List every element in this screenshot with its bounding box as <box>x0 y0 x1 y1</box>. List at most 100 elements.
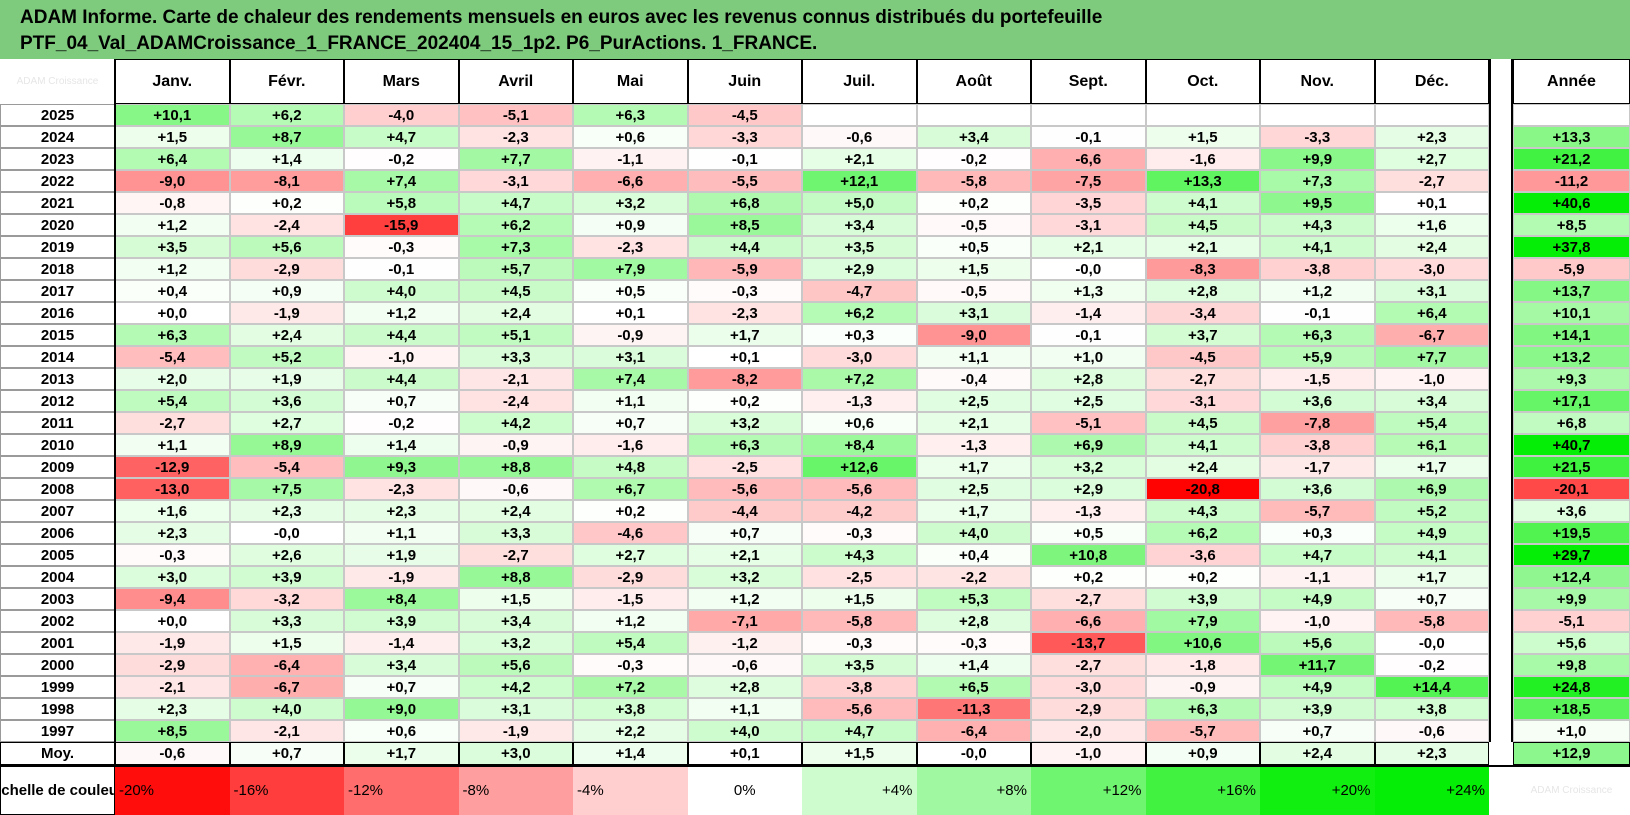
heatmap-cell: -2,9 <box>1031 698 1146 720</box>
heatmap-cell: +2,1 <box>802 148 917 170</box>
annual-cell: +21,5 <box>1513 456 1630 478</box>
heatmap-cell: +14,4 <box>1374 676 1489 698</box>
heatmap-cell: +1,7 <box>916 456 1031 478</box>
heatmap-cell: -1,2 <box>687 632 802 654</box>
row-year-label: 2018 <box>0 258 115 280</box>
annual-cell: +21,2 <box>1513 148 1630 170</box>
heatmap-cell: +1,0 <box>1031 346 1146 368</box>
heatmap-cell: +3,4 <box>344 654 459 676</box>
heatmap-cell: -1,5 <box>1260 368 1375 390</box>
average-cell: -0,6 <box>115 742 230 766</box>
heatmap-cell <box>1374 104 1489 126</box>
heatmap-cell: +5,6 <box>458 654 573 676</box>
heatmap-cell: +6,2 <box>229 104 344 126</box>
heatmap-cell: -0,1 <box>687 148 802 170</box>
heatmap-cell: +6,3 <box>1260 324 1375 346</box>
heatmap-cell: +1,2 <box>573 610 688 632</box>
color-scale-swatch: -8% <box>458 766 573 815</box>
heatmap-cell: -5,1 <box>1031 412 1146 434</box>
heatmap-cell: +0,2 <box>687 390 802 412</box>
heatmap-cell: -1,6 <box>573 434 688 456</box>
heatmap-cell: +4,5 <box>1145 214 1260 236</box>
heatmap-cell: +2,8 <box>1145 280 1260 302</box>
annual-cell: +10,1 <box>1513 302 1630 324</box>
heatmap-cell: -1,3 <box>916 434 1031 456</box>
heatmap-cell: +6,3 <box>573 104 688 126</box>
heatmap-cell: +5,6 <box>1260 632 1375 654</box>
row-year-label: 2014 <box>0 346 115 368</box>
heatmap-cell: -4,6 <box>573 522 688 544</box>
heatmap-cell: -0,3 <box>802 522 917 544</box>
heatmap-cell: -6,4 <box>229 654 344 676</box>
heatmap-cell: -9,4 <box>115 588 230 610</box>
legend-watermark: ADAM Croissance <box>1530 785 1613 796</box>
heatmap-cell: +6,9 <box>1374 478 1489 500</box>
heatmap-cell: -1,0 <box>1260 610 1375 632</box>
heatmap-cell: -0,1 <box>1031 126 1146 148</box>
average-cell: -1,0 <box>1031 742 1146 766</box>
heatmap-cell: +3,4 <box>458 610 573 632</box>
heatmap-cell: -2,7 <box>458 544 573 566</box>
heatmap-cell: -3,1 <box>458 170 573 192</box>
heatmap-cell: +0,0 <box>115 302 230 324</box>
heatmap-cell: +12,6 <box>802 456 917 478</box>
heatmap-cell: +8,8 <box>458 456 573 478</box>
heatmap-cell: -6,7 <box>1374 324 1489 346</box>
heatmap-cell: +0,2 <box>916 192 1031 214</box>
average-cell: -0,0 <box>916 742 1031 766</box>
heatmap-cell: -2,9 <box>573 566 688 588</box>
annual-cell: +40,6 <box>1513 192 1630 214</box>
heatmap-cell: +0,4 <box>916 544 1031 566</box>
heatmap-cell: +0,9 <box>229 280 344 302</box>
heatmap-cell: +3,1 <box>573 346 688 368</box>
color-scale-swatch: +12% <box>1031 766 1146 815</box>
annual-cell: +9,3 <box>1513 368 1630 390</box>
heatmap-cell: +1,5 <box>1145 126 1260 148</box>
heatmap-cell: +3,1 <box>1374 280 1489 302</box>
heatmap-cell: +7,3 <box>458 236 573 258</box>
annual-cell <box>1513 104 1630 126</box>
annual-cell: +9,9 <box>1513 588 1630 610</box>
annual-cell: -5,9 <box>1513 258 1630 280</box>
heatmap-cell: -5,4 <box>229 456 344 478</box>
heatmap-cell: -6,7 <box>229 676 344 698</box>
heatmap-cell: +1,7 <box>1374 456 1489 478</box>
heatmap-cell: +2,7 <box>229 412 344 434</box>
heatmap-cell: +1,5 <box>229 632 344 654</box>
heatmap-cell: -5,8 <box>916 170 1031 192</box>
heatmap-cell: +3,2 <box>687 566 802 588</box>
heatmap-cell: +0,7 <box>344 390 459 412</box>
heatmap-cell: -3,5 <box>1031 192 1146 214</box>
heatmap-cell: -4,5 <box>687 104 802 126</box>
separator-left-of-annual <box>1511 59 1513 742</box>
heatmap-cell: +1,4 <box>344 434 459 456</box>
heatmap-cell: -9,0 <box>115 170 230 192</box>
row-year-label: 2019 <box>0 236 115 258</box>
heatmap-cell: +4,9 <box>1374 522 1489 544</box>
legend-title: Echelle de couleur <box>0 766 115 815</box>
heatmap-cell: -2,0 <box>1031 720 1146 742</box>
heatmap-cell: +4,9 <box>1260 676 1375 698</box>
row-year-label: 2003 <box>0 588 115 610</box>
heatmap-cell: +4,1 <box>1374 544 1489 566</box>
heatmap-cell: +7,9 <box>1145 610 1260 632</box>
heatmap-cell: +2,4 <box>458 500 573 522</box>
color-scale-swatch: +16% <box>1145 766 1260 815</box>
heatmap-cell: -5,6 <box>802 698 917 720</box>
heatmap-cell: +1,6 <box>1374 214 1489 236</box>
heatmap-cell: +4,7 <box>344 126 459 148</box>
heatmap-cell: -7,5 <box>1031 170 1146 192</box>
heatmap-cell: -20,8 <box>1145 478 1260 500</box>
heatmap-cell: +2,4 <box>458 302 573 324</box>
heatmap-cell: -0,3 <box>802 632 917 654</box>
heatmap-cell: +0,0 <box>115 610 230 632</box>
heatmap-cell: +0,6 <box>344 720 459 742</box>
heatmap-cell: +2,1 <box>687 544 802 566</box>
heatmap-cell: -12,9 <box>115 456 230 478</box>
heatmap-cell: -3,6 <box>1145 544 1260 566</box>
annual-cell: +18,5 <box>1513 698 1630 720</box>
title-line-2: PTF_04_Val_ADAMCroissance_1_FRANCE_20240… <box>20 33 818 54</box>
row-year-label: 1999 <box>0 676 115 698</box>
heatmap-cell: +1,1 <box>115 434 230 456</box>
